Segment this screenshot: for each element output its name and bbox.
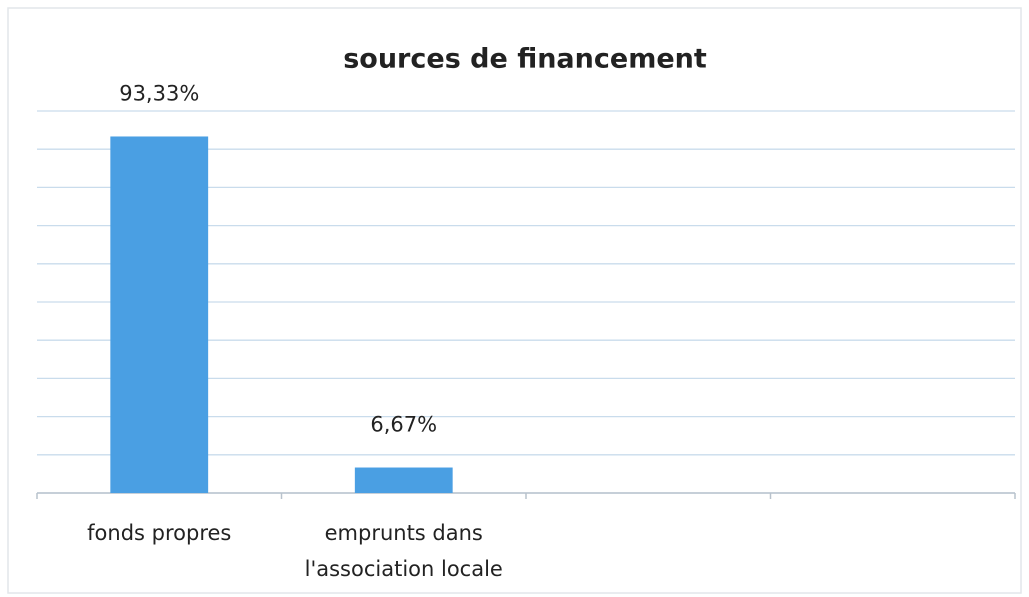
x-tick-label: fonds propres — [87, 521, 232, 545]
chart-title: sources de financement — [343, 44, 707, 75]
x-tick-label: emprunts dans l'association locale — [304, 521, 503, 581]
data-label: 93,33% — [119, 81, 199, 105]
bar — [354, 467, 453, 493]
data-label: 6,67% — [370, 413, 437, 437]
bar — [110, 136, 209, 493]
